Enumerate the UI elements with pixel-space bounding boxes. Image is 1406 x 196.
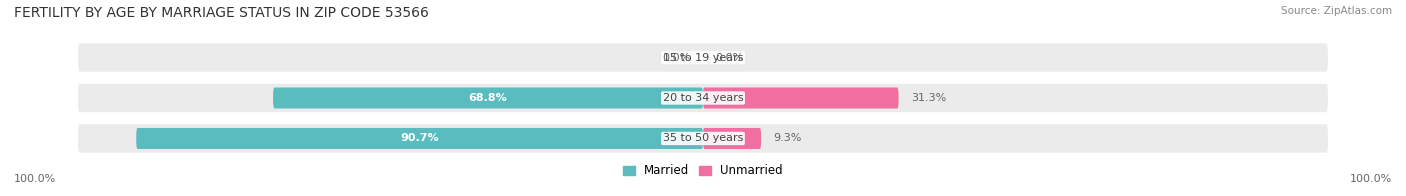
Text: 20 to 34 years: 20 to 34 years xyxy=(662,93,744,103)
Text: FERTILITY BY AGE BY MARRIAGE STATUS IN ZIP CODE 53566: FERTILITY BY AGE BY MARRIAGE STATUS IN Z… xyxy=(14,6,429,20)
FancyBboxPatch shape xyxy=(703,128,761,149)
FancyBboxPatch shape xyxy=(79,43,1327,72)
Text: 0.0%: 0.0% xyxy=(662,53,690,63)
Text: 9.3%: 9.3% xyxy=(773,133,801,143)
FancyBboxPatch shape xyxy=(703,87,898,109)
Text: 90.7%: 90.7% xyxy=(401,133,439,143)
Text: 100.0%: 100.0% xyxy=(1350,174,1392,184)
Text: Source: ZipAtlas.com: Source: ZipAtlas.com xyxy=(1281,6,1392,16)
Text: 15 to 19 years: 15 to 19 years xyxy=(662,53,744,63)
FancyBboxPatch shape xyxy=(136,128,703,149)
Text: 31.3%: 31.3% xyxy=(911,93,946,103)
Text: 35 to 50 years: 35 to 50 years xyxy=(662,133,744,143)
Text: 0.0%: 0.0% xyxy=(716,53,744,63)
FancyBboxPatch shape xyxy=(79,124,1327,153)
FancyBboxPatch shape xyxy=(273,87,703,109)
FancyBboxPatch shape xyxy=(79,84,1327,112)
Text: 68.8%: 68.8% xyxy=(468,93,508,103)
Text: 100.0%: 100.0% xyxy=(14,174,56,184)
Legend: Married, Unmarried: Married, Unmarried xyxy=(623,164,783,177)
